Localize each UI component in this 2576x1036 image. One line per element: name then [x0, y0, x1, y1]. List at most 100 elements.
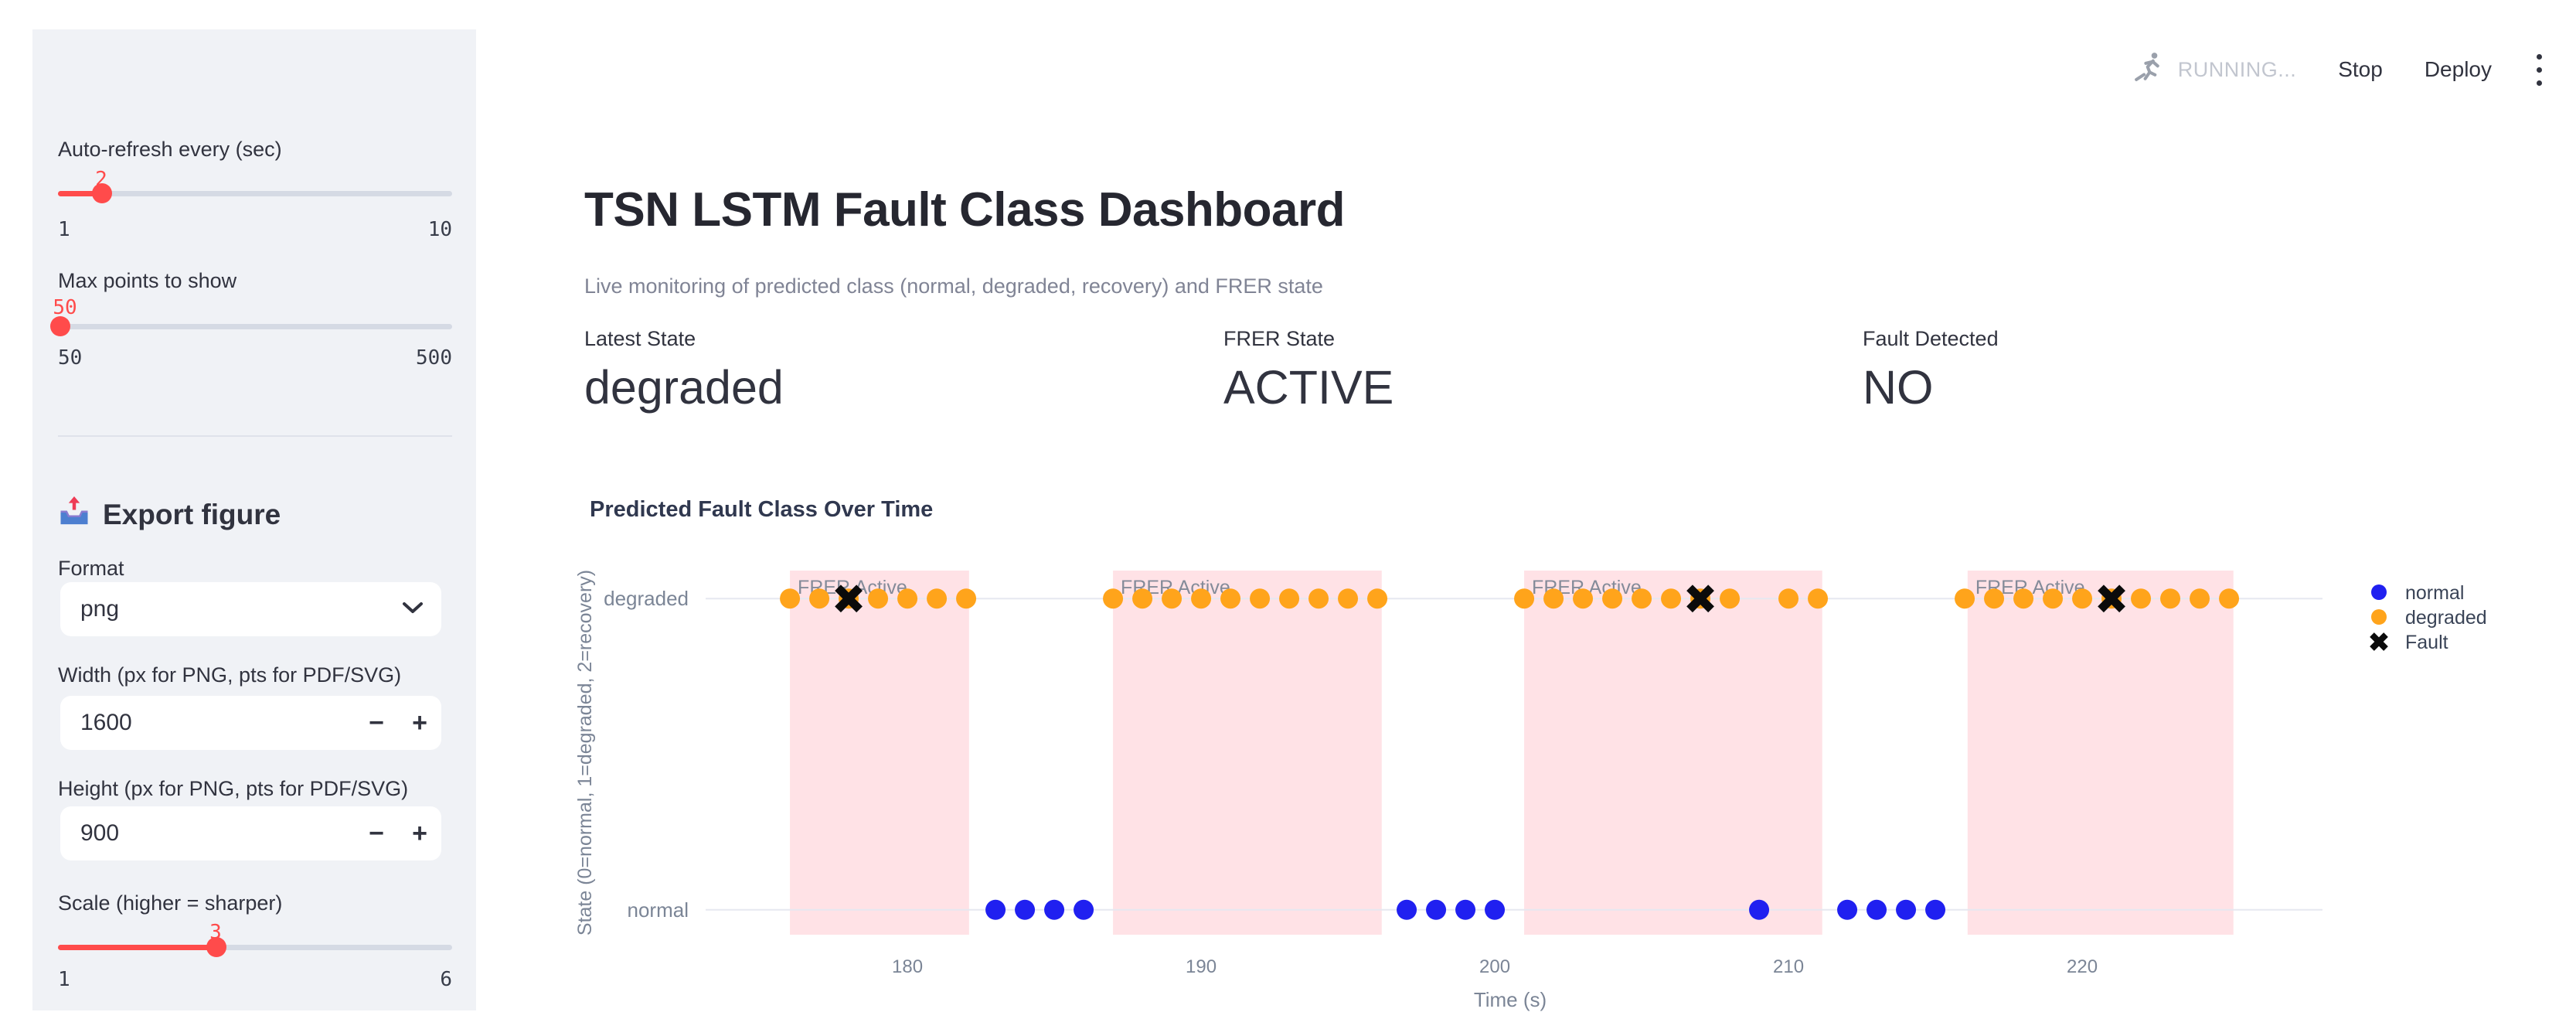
- autorefresh-slider[interactable]: [58, 183, 452, 203]
- x-tick-label: 200: [1479, 956, 1510, 977]
- format-select-value: png: [80, 596, 120, 622]
- data-point: [985, 899, 1006, 920]
- width-increment-button[interactable]: +: [398, 696, 441, 750]
- data-point: [1338, 588, 1359, 609]
- y-tick-label: normal: [628, 898, 689, 922]
- data-point: [1984, 588, 2005, 609]
- data-point: [1103, 588, 1124, 609]
- data-point: [1455, 899, 1476, 920]
- metric-value: degraded: [584, 361, 784, 414]
- legend-item-normal[interactable]: normal: [2371, 582, 2464, 604]
- data-point: [897, 588, 918, 609]
- scale-slider-thumb[interactable]: [206, 937, 226, 957]
- height-number-input[interactable]: 900 − +: [60, 806, 441, 860]
- data-point: [1220, 588, 1241, 609]
- metric-frer-state: FRER State ACTIVE: [1223, 327, 1834, 414]
- outbox-tray-icon: [58, 496, 90, 533]
- maxpoints-max: 500: [416, 346, 452, 370]
- maxpoints-slider-thumb[interactable]: [50, 316, 70, 336]
- data-point: [1808, 588, 1829, 609]
- x-tick-label: 220: [2067, 956, 2098, 977]
- sidebar-divider: [58, 435, 452, 437]
- series-normal: [985, 899, 1946, 920]
- width-input-value[interactable]: 1600: [80, 710, 132, 735]
- metric-fault-detected: Fault Detected NO: [1863, 327, 2473, 414]
- data-point: [2043, 588, 2064, 609]
- legend-marker: [2371, 609, 2387, 625]
- metric-label: FRER State: [1223, 327, 1336, 350]
- deploy-button[interactable]: Deploy: [2424, 57, 2492, 81]
- fault-marker: [1686, 584, 1714, 613]
- data-point: [780, 588, 801, 609]
- data-point: [1074, 899, 1094, 920]
- app-toolbar: RUNNING... Stop Deploy: [2132, 48, 2545, 91]
- kebab-menu-icon[interactable]: [2533, 51, 2545, 89]
- data-point: [1543, 588, 1564, 609]
- width-number-input[interactable]: 1600 − +: [60, 696, 441, 750]
- data-point: [1778, 588, 1799, 609]
- height-input-value[interactable]: 900: [80, 820, 120, 846]
- fault-marker: [2098, 584, 2125, 613]
- data-point: [1837, 899, 1858, 920]
- data-point: [1955, 588, 1975, 609]
- data-point: [1279, 588, 1300, 609]
- legend-label: normal: [2405, 582, 2464, 604]
- autorefresh-slider-thumb[interactable]: [92, 183, 112, 203]
- metric-latest-state: Latest State degraded: [584, 327, 1195, 414]
- fault-class-chart[interactable]: Predicted Fault Class Over Time FRER Acti…: [572, 479, 2566, 1021]
- data-point: [1044, 899, 1065, 920]
- height-label: Height (px for PNG, pts for PDF/SVG): [58, 777, 409, 800]
- metric-value: NO: [1863, 361, 1934, 414]
- data-point: [1191, 588, 1212, 609]
- data-point: [1367, 588, 1388, 609]
- height-decrement-button[interactable]: −: [355, 806, 398, 860]
- autorefresh-max: 10: [427, 218, 452, 241]
- legend-item-degraded[interactable]: degraded: [2371, 607, 2487, 629]
- y-tick-label: degraded: [604, 587, 689, 610]
- maxpoints-value: 50: [53, 296, 77, 319]
- format-select[interactable]: png: [60, 582, 441, 636]
- chevron-down-icon: [401, 601, 424, 619]
- legend-item-Fault[interactable]: Fault: [2370, 632, 2448, 653]
- data-point: [1632, 588, 1652, 609]
- data-point: [1573, 588, 1594, 609]
- fault-marker: [835, 584, 863, 613]
- height-increment-button[interactable]: +: [398, 806, 441, 860]
- frer-active-band: [1113, 571, 1382, 935]
- autorefresh-label: Auto-refresh every (sec): [58, 138, 282, 161]
- maxpoints-label: Max points to show: [58, 269, 237, 292]
- data-point: [2190, 588, 2210, 609]
- chart-title: Predicted Fault Class Over Time: [590, 497, 933, 522]
- slider-fill: [58, 191, 101, 196]
- metric-label: Fault Detected: [1863, 327, 1999, 350]
- data-point: [868, 588, 889, 609]
- scale-slider[interactable]: [58, 937, 452, 957]
- data-point: [809, 588, 830, 609]
- data-point: [1720, 588, 1741, 609]
- scale-max: 6: [440, 968, 452, 991]
- script-status: RUNNING...: [2132, 50, 2297, 90]
- data-point: [1514, 588, 1535, 609]
- data-point: [1397, 899, 1417, 920]
- stop-button[interactable]: Stop: [2338, 57, 2383, 81]
- maxpoints-min: 50: [58, 346, 83, 370]
- scale-min: 1: [58, 968, 70, 991]
- data-point: [927, 588, 948, 609]
- scale-label: Scale (higher = sharper): [58, 891, 283, 915]
- data-point: [956, 588, 977, 609]
- data-point: [1132, 588, 1153, 609]
- legend-marker: [2371, 584, 2387, 600]
- data-point: [1485, 899, 1506, 920]
- export-section-title: Export figure: [103, 498, 281, 530]
- data-point: [1749, 899, 1770, 920]
- frer-active-band: [790, 571, 969, 935]
- data-point: [2160, 588, 2181, 609]
- x-tick-label: 190: [1186, 956, 1217, 977]
- data-point: [2131, 588, 2152, 609]
- data-point: [1896, 899, 1917, 920]
- slider-fill: [58, 945, 216, 950]
- width-decrement-button[interactable]: −: [355, 696, 398, 750]
- legend-label: Fault: [2405, 632, 2448, 653]
- maxpoints-slider[interactable]: [50, 316, 452, 336]
